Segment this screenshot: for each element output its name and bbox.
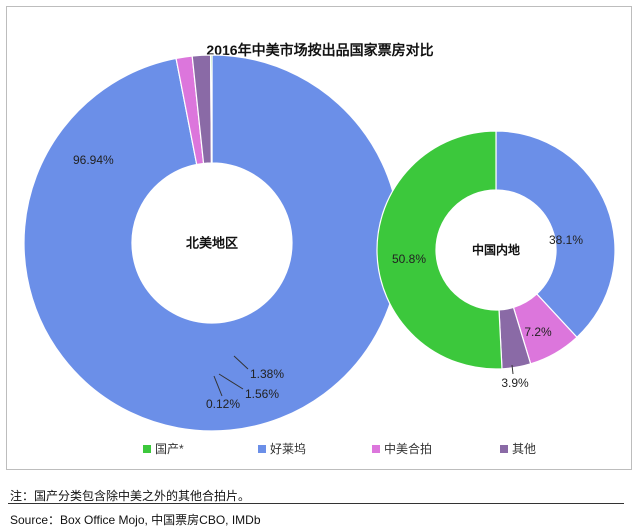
legend-label-other: 其他 [512,442,537,456]
chart-title: 2016年中美市场按出品国家票房对比 [206,42,434,58]
data-label-hollywood-1: 38.1% [549,233,583,247]
legend-swatch-coproduction [372,444,380,453]
divider [8,503,624,504]
slice-hollywood-1 [495,130,616,339]
center-label-0: 北美地区 [186,235,238,250]
data-label-coproduction-0: 1.38% [250,367,284,381]
data-label-domestic-1: 50.8% [392,252,426,266]
donut-china-mainland: 38.1% 7.2% 3.9% 50.8% 中国内地 [376,130,616,390]
data-label-other-1: 3.9% [501,376,529,390]
center-label-1: 中国内地 [472,242,520,257]
slice-domestic-1 [376,130,503,370]
legend-label-hollywood: 好莱坞 [270,442,307,456]
slice-domestic-0 [209,54,213,164]
legend: 国产* 好莱坞 中美合拍 其他 [0,440,640,458]
legend-item-coproduction: 中美合拍 [372,440,432,457]
source-line: Source：Box Office Mojo, 中国票房CBO, IMDb [10,513,261,527]
leader-line-domestic-0 [213,375,223,397]
legend-item-other: 其他 [500,440,536,457]
donut-north-america: 96.94% 1.38% 1.56% 0.12% 北美地区 [23,54,401,432]
legend-label-domestic: 国产* [155,442,184,456]
legend-label-coproduction: 中美合拍 [384,442,433,456]
data-label-coproduction-1: 7.2% [524,325,552,339]
legend-swatch-domestic [143,444,151,453]
donut-charts: 96.94% 1.38% 1.56% 0.12% 北美地区 38.1% 7.2% 3.9% 5… [23,54,616,432]
data-label-domestic-0: 0.12% [206,397,240,411]
legend-swatch-other [500,444,508,453]
data-label-hollywood-0: 96.94% [73,153,114,167]
data-label-other-0: 1.56% [245,387,279,401]
leader-line-coproduction-0 [233,355,249,370]
legend-item-hollywood: 好莱坞 [258,440,306,457]
leader-line-other-0 [218,373,244,390]
footnote: 注：国产分类包含除中美之外的其他合拍片。 [10,489,251,503]
legend-swatch-hollywood [258,444,266,453]
legend-item-domestic: 国产* [143,440,184,457]
leader-line-other-1 [511,364,514,375]
chart-frame [6,6,632,470]
